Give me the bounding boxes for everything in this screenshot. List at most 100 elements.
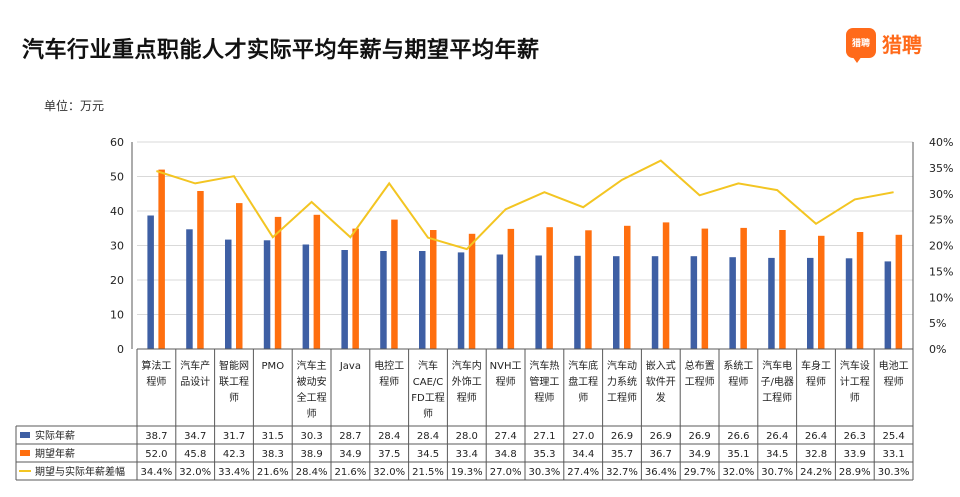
category-label: 师: [307, 407, 317, 420]
category-label: 汽车底: [568, 359, 598, 372]
category-label: 子/电器: [761, 375, 794, 388]
data-label: 33.4%: [218, 467, 250, 478]
data-label: 34.4%: [141, 467, 173, 478]
brand-logo-group: 猎聘 猎聘: [846, 28, 922, 63]
category-label: Java: [339, 361, 361, 372]
category-label: 电池工: [879, 359, 909, 372]
category-label: 汽车产: [180, 359, 210, 372]
bar-actual: [302, 244, 310, 349]
legend-swatch-expected: [20, 450, 30, 456]
category-label: 程师: [728, 375, 748, 388]
data-label: 34.8: [494, 449, 516, 460]
data-label: 29.7%: [684, 467, 716, 478]
data-label: 34.4: [572, 449, 594, 460]
bar-actual: [341, 250, 348, 349]
category-label: 力系统: [607, 375, 637, 388]
data-label: 35.3: [533, 449, 555, 460]
category-label: 车身工: [801, 359, 831, 372]
data-label: 26.9: [650, 431, 672, 442]
category-label: CAE/C: [413, 377, 444, 388]
bar-actual: [651, 256, 659, 349]
bar-expected: [197, 191, 204, 349]
data-label: 21.6%: [257, 467, 289, 478]
y2-tick-label: 25%: [929, 214, 953, 227]
data-label: 28.0: [456, 431, 478, 442]
data-label: 33.9: [844, 449, 866, 460]
bar-actual: [147, 215, 154, 349]
data-label: 28.4%: [296, 467, 328, 478]
bar-actual: [457, 252, 465, 349]
data-label: 30.7%: [761, 467, 793, 478]
data-label: 19.3%: [451, 467, 483, 478]
y-tick-label: 0: [117, 343, 124, 356]
bar-expected: [856, 232, 864, 349]
data-label: 28.4: [378, 431, 400, 442]
category-label: PMO: [262, 361, 285, 372]
data-label: 25.4: [882, 431, 904, 442]
data-label: 26.6: [727, 431, 749, 442]
data-label: 34.9: [688, 449, 710, 460]
category-label: 总布置: [685, 359, 715, 372]
bar-expected: [662, 222, 670, 349]
bar-actual: [419, 251, 426, 349]
bar-expected: [468, 233, 476, 349]
category-label: 汽车主: [297, 359, 327, 372]
bar-expected: [740, 227, 747, 349]
y2-tick-label: 15%: [929, 265, 953, 278]
data-label: 26.9: [611, 431, 633, 442]
category-label: 师: [850, 391, 860, 404]
category-label: 程师: [884, 375, 904, 388]
data-label: 26.4: [766, 431, 788, 442]
category-label: 汽车热: [529, 359, 559, 372]
bar-expected: [313, 214, 321, 349]
data-label: 27.0: [572, 431, 594, 442]
data-label: 24.2%: [800, 467, 832, 478]
data-label: 45.8: [184, 449, 206, 460]
unit-label: 单位：万元: [44, 99, 105, 113]
legend-label: 实际年薪: [35, 429, 75, 442]
category-label: 全工程: [297, 391, 327, 404]
data-label: 28.4: [417, 431, 439, 442]
category-label: 师: [423, 407, 433, 420]
category-label: 工程师: [685, 375, 715, 388]
category-label: 软件开: [646, 375, 676, 388]
data-label: 26.4: [805, 431, 827, 442]
bar-actual: [263, 240, 271, 349]
brand-name: 猎聘: [882, 32, 922, 57]
y-tick-label: 20: [110, 274, 124, 287]
data-label: 34.5: [766, 449, 788, 460]
category-label: 电控工: [374, 359, 404, 372]
gap-line: [156, 159, 894, 251]
bar-expected: [701, 228, 709, 349]
data-label: 38.3: [262, 449, 284, 460]
bar-actual: [535, 255, 542, 349]
y-tick-label: 40: [110, 205, 124, 218]
bar-expected: [158, 169, 165, 349]
y-tick-label: 30: [110, 240, 124, 253]
category-label: 汽车设: [840, 359, 870, 372]
data-label: 32.0%: [373, 467, 405, 478]
bar-expected: [895, 234, 903, 349]
data-label: 26.9: [688, 431, 710, 442]
bar-actual: [186, 229, 193, 349]
legend-label: 期望年薪: [35, 447, 75, 460]
y2-tick-label: 10%: [929, 291, 953, 304]
category-label: 汽车动: [607, 359, 637, 372]
data-label: 31.7: [223, 431, 245, 442]
y2-tick-label: 30%: [929, 188, 953, 201]
data-label: 30.3%: [878, 467, 910, 478]
bar-expected: [624, 225, 631, 349]
data-label: 27.4: [494, 431, 516, 442]
category-label: 管理工: [529, 375, 559, 388]
bar-actual: [845, 258, 853, 349]
data-label: 27.0%: [490, 467, 522, 478]
category-label: FD工程: [411, 392, 444, 404]
data-label: 27.4%: [567, 467, 599, 478]
data-label: 42.3: [223, 449, 245, 460]
category-label: 品设计: [180, 375, 210, 388]
y2-tick-label: 5%: [929, 317, 946, 330]
data-label: 34.9: [339, 449, 361, 460]
category-label: 程师: [457, 391, 477, 404]
category-label: 程师: [534, 391, 554, 404]
